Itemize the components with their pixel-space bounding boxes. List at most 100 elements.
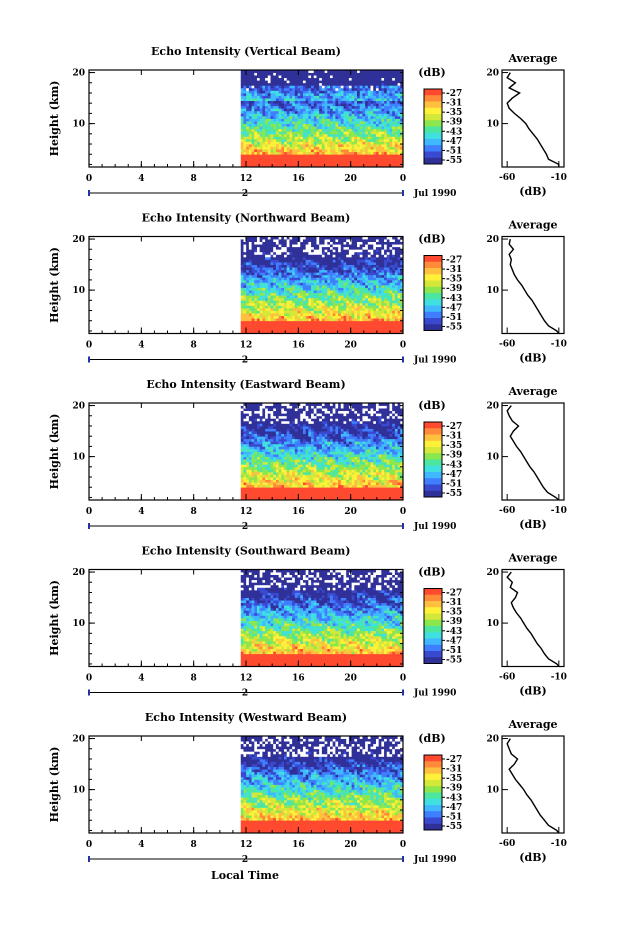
heatmap-cell bbox=[327, 254, 331, 258]
heatmap-cell bbox=[311, 256, 315, 260]
heatmap-cell bbox=[362, 320, 366, 324]
heatmap-cell bbox=[265, 292, 269, 296]
heatmap-cell bbox=[267, 313, 271, 317]
heatmap-cell bbox=[240, 264, 244, 268]
heatmap-cell bbox=[267, 80, 271, 84]
heatmap-cell bbox=[332, 297, 336, 301]
heatmap-cell bbox=[324, 313, 328, 317]
heatmap-cell bbox=[246, 287, 250, 291]
heatmap-cell bbox=[332, 87, 336, 91]
heatmap-cell bbox=[251, 330, 255, 334]
heatmap-cell bbox=[330, 156, 334, 160]
heatmap-cell bbox=[373, 105, 377, 109]
heatmap-cell bbox=[251, 325, 255, 329]
heatmap-cell bbox=[311, 151, 315, 155]
heatmap-cell bbox=[332, 82, 336, 86]
heatmap-cell bbox=[311, 72, 315, 76]
heatmap-cell bbox=[243, 302, 247, 306]
heatmap-cell bbox=[305, 82, 309, 86]
heatmap-cell bbox=[275, 251, 280, 255]
heatmap-cell bbox=[392, 138, 396, 142]
heatmap-cell bbox=[300, 302, 304, 306]
heatmap-cell bbox=[243, 103, 247, 107]
heatmap-cell bbox=[305, 277, 309, 281]
heatmap-cell bbox=[256, 103, 261, 107]
heatmap-cell bbox=[308, 110, 312, 114]
heatmap-cell bbox=[275, 244, 280, 248]
heatmap-cell bbox=[294, 77, 298, 81]
heatmap-cell bbox=[265, 302, 269, 306]
heatmap-cell bbox=[273, 105, 277, 109]
heatmap-cell bbox=[354, 138, 358, 142]
heatmap-cell bbox=[332, 133, 336, 137]
heatmap-cell bbox=[267, 151, 271, 155]
heatmap-cell bbox=[319, 72, 323, 76]
heatmap-cell bbox=[284, 305, 288, 309]
heatmap-cell bbox=[311, 146, 315, 150]
heatmap-cell bbox=[254, 305, 258, 309]
heatmap-cell bbox=[270, 72, 274, 76]
heatmap-cell bbox=[359, 282, 363, 286]
heatmap-cell bbox=[330, 113, 334, 117]
heatmap-cell bbox=[335, 292, 339, 296]
heatmap-cell bbox=[348, 323, 353, 327]
heatmap-cell bbox=[265, 161, 269, 165]
heatmap-cell bbox=[313, 251, 317, 255]
heatmap-cell bbox=[327, 246, 331, 250]
heatmap-cell bbox=[338, 126, 342, 130]
heatmap-cell bbox=[267, 133, 271, 137]
heatmap-cell bbox=[359, 156, 363, 160]
heatmap-cell bbox=[275, 164, 280, 168]
heatmap-cell bbox=[305, 272, 309, 276]
heatmap-cell bbox=[394, 251, 398, 255]
heatmap-cell bbox=[284, 159, 288, 163]
heatmap-cell bbox=[294, 156, 298, 160]
heatmap-cell bbox=[367, 256, 371, 260]
heatmap-cell bbox=[321, 113, 325, 117]
heatmap-cell bbox=[297, 118, 301, 122]
profile-line bbox=[506, 72, 560, 167]
heatmap-cell bbox=[273, 100, 277, 104]
heatmap-cell bbox=[354, 241, 358, 245]
heatmap-cell bbox=[286, 164, 290, 168]
heatmap-cell bbox=[332, 156, 336, 160]
heatmap-cell bbox=[284, 241, 288, 245]
heatmap-cell bbox=[381, 292, 385, 296]
heatmap-cell bbox=[246, 415, 250, 419]
heatmap-cell bbox=[397, 297, 401, 301]
heatmap-cell bbox=[370, 156, 374, 160]
heatmap-cell bbox=[251, 118, 255, 122]
heatmap-cell bbox=[343, 133, 347, 137]
heatmap-cell bbox=[330, 236, 334, 240]
heatmap-cell bbox=[351, 80, 355, 84]
heatmap-cell bbox=[367, 95, 371, 99]
heatmap-cell bbox=[270, 259, 274, 263]
heatmap-cell bbox=[300, 95, 304, 99]
heatmap-cell bbox=[375, 138, 380, 142]
heatmap-cell bbox=[262, 100, 266, 104]
heatmap-cell bbox=[362, 90, 366, 94]
heatmap-cell bbox=[305, 295, 309, 299]
heatmap-cell bbox=[375, 82, 380, 86]
heatmap-cell bbox=[375, 315, 380, 319]
heatmap-cell bbox=[270, 269, 274, 273]
heatmap-cell bbox=[354, 72, 358, 76]
heatmap-cell bbox=[389, 144, 393, 147]
heatmap-cell bbox=[340, 297, 344, 301]
heatmap-cell bbox=[297, 75, 301, 79]
heatmap-cell bbox=[332, 95, 336, 99]
heatmap-cell bbox=[392, 133, 396, 137]
heatmap-cell bbox=[265, 267, 269, 271]
heatmap-cell bbox=[289, 325, 293, 329]
heatmap-cell bbox=[348, 95, 353, 99]
heatmap-cell bbox=[319, 105, 323, 109]
x-tick-label: 0 bbox=[400, 341, 406, 351]
colorbar-swatch bbox=[424, 299, 442, 306]
heatmap-cell bbox=[359, 149, 363, 153]
heatmap-cell bbox=[302, 82, 307, 86]
heatmap-cell bbox=[362, 277, 366, 281]
heatmap-cell bbox=[248, 295, 252, 299]
heatmap-cell bbox=[254, 320, 258, 324]
heatmap-cell bbox=[397, 98, 401, 102]
heatmap-cell bbox=[340, 310, 344, 314]
